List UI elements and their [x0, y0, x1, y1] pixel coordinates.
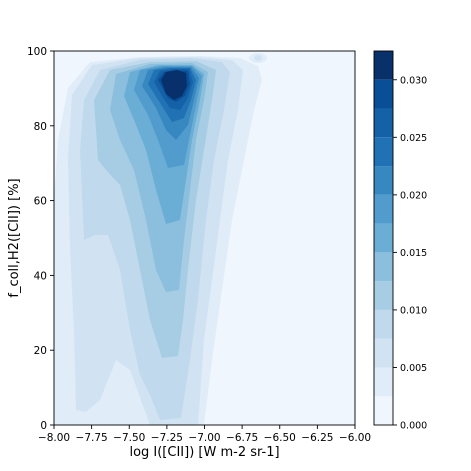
y-tick-label: 100: [27, 46, 47, 58]
colorbar-segment: [374, 338, 393, 368]
y-tick-label: 80: [34, 121, 47, 133]
x-axis: −8.00 −7.75 −7.50 −7.25 −7.00 −6.75 −6.50 −6.25…: [38, 425, 371, 444]
colorbar-segment: [374, 281, 393, 310]
y-axis: 0 20 40 60 80 100: [27, 46, 54, 432]
colorbar-segment: [374, 396, 393, 425]
x-tick-label: −7.25: [151, 432, 183, 444]
colorbar-tick-label: 0.000: [400, 421, 427, 432]
density-contours: [54, 53, 267, 425]
colorbar-segment: [374, 194, 393, 224]
contour-band-12: [161, 70, 187, 100]
x-tick-label: −6.00: [339, 432, 371, 444]
colorbar-tick-label: 0.020: [400, 190, 427, 201]
y-tick-label: 20: [34, 345, 47, 357]
colorbar-tick-label: 0.005: [400, 363, 427, 374]
y-tick-label: 40: [34, 270, 47, 282]
colorbar-segment: [374, 51, 393, 80]
x-axis-title: log I([CII]) [W m-2 sr-1]: [129, 445, 279, 460]
colorbar-tick-label: 0.030: [400, 75, 427, 86]
colorbar-frame: [373, 50, 394, 426]
colorbar-segment: [374, 252, 393, 282]
colorbar-segment: [374, 137, 393, 167]
y-tick-label: 60: [34, 196, 47, 208]
colorbar-segment: [374, 108, 393, 138]
colorbar-segment: [374, 309, 393, 339]
x-tick-label: −7.75: [76, 432, 108, 444]
colorbar: 0.000 0.005 0.010 0.015 0.020 0.025 0.030: [373, 50, 427, 432]
x-tick-label: −6.50: [264, 432, 296, 444]
secondary-peak-core: [254, 55, 262, 61]
x-tick-label: −8.00: [38, 432, 70, 444]
colorbar-segment: [374, 223, 393, 253]
y-tick-label: 0: [40, 420, 47, 432]
x-tick-label: −6.25: [301, 432, 333, 444]
y-axis-title: f_coll,H2([CII]) [%]: [7, 178, 22, 297]
colorbar-segment: [374, 79, 393, 109]
colorbar-segment: [374, 367, 393, 397]
colorbar-segment: [374, 166, 393, 195]
x-tick-label: −6.75: [226, 432, 258, 444]
colorbar-tick-label: 0.015: [400, 248, 427, 259]
x-tick-label: −7.50: [113, 432, 145, 444]
x-tick-label: −7.00: [188, 432, 220, 444]
colorbar-tick-label: 0.010: [400, 305, 427, 316]
colorbar-tick-label: 0.025: [400, 133, 427, 144]
